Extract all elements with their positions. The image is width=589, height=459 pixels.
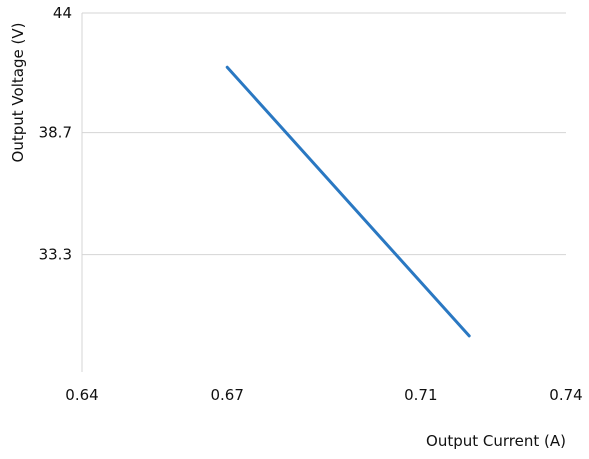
y-tick-label: 33.3 bbox=[39, 246, 72, 264]
x-tick-label: 0.74 bbox=[549, 386, 582, 404]
y-tick-label: 44 bbox=[53, 4, 72, 22]
series-line-0 bbox=[225, 65, 471, 338]
x-tick-label: 0.67 bbox=[210, 386, 243, 404]
x-tick-label: 0.64 bbox=[65, 386, 98, 404]
y-axis-ticks: 33.3 38.7 44 bbox=[39, 4, 72, 264]
series-layer bbox=[225, 65, 471, 338]
x-axis-title: Output Current (A) bbox=[426, 432, 566, 450]
x-axis-ticks: 0.64 0.67 0.71 0.74 bbox=[65, 386, 582, 404]
y-axis-title: Output Voltage (V) bbox=[9, 23, 27, 163]
grid-lines bbox=[82, 12, 566, 256]
x-tick-label: 0.71 bbox=[404, 386, 437, 404]
y-tick-label: 38.7 bbox=[39, 124, 72, 142]
